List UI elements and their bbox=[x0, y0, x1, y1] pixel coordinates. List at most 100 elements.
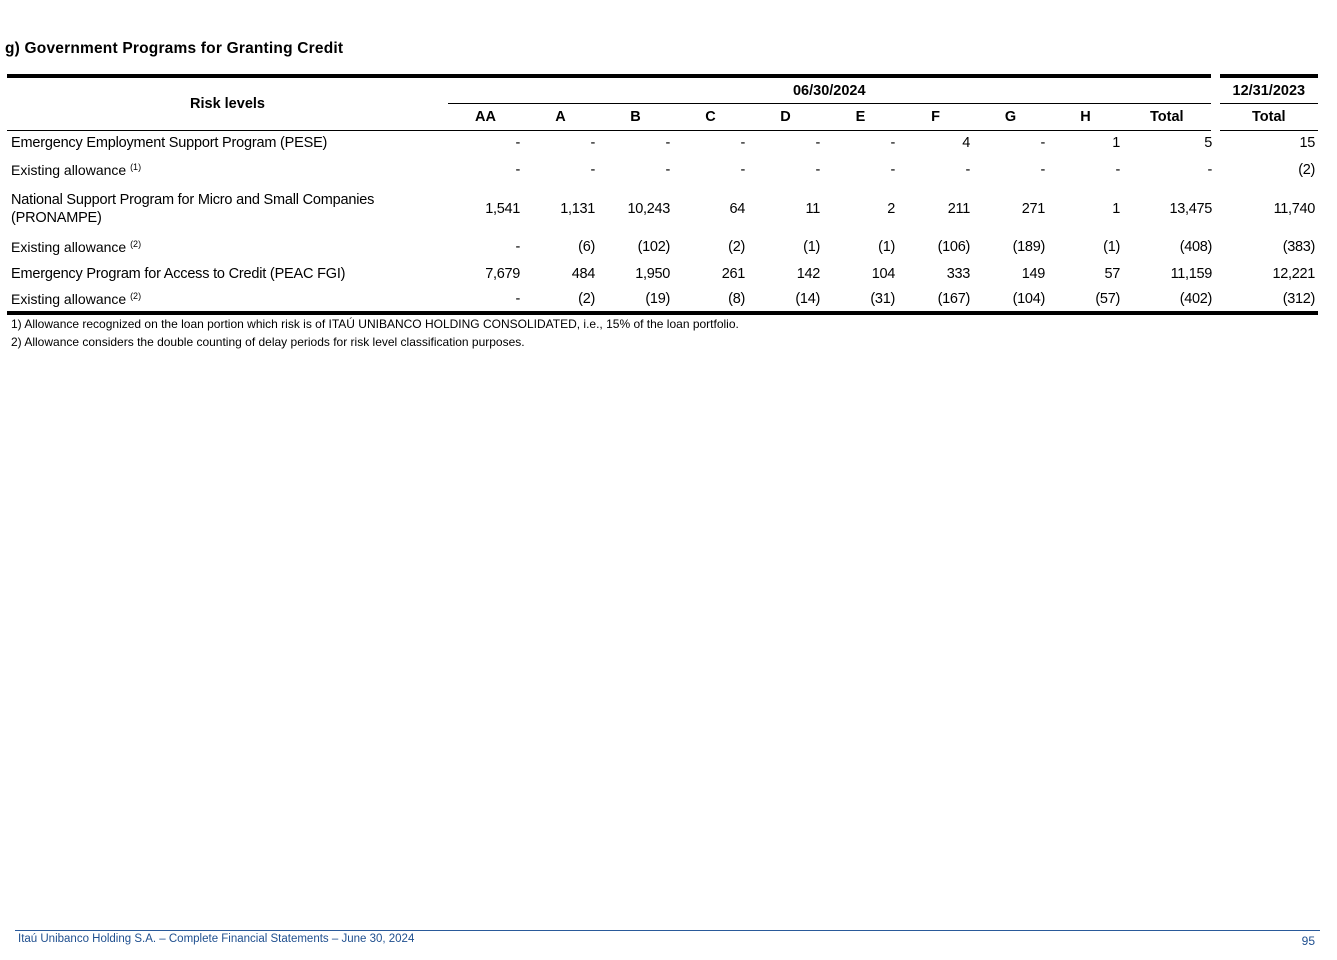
cell-value: - bbox=[890, 161, 895, 178]
cell-value: 11 bbox=[805, 200, 821, 217]
section-title: g) Government Programs for Granting Cred… bbox=[5, 40, 344, 57]
row-label: Existing allowance (1) bbox=[7, 156, 448, 184]
cell-value: 261 bbox=[721, 265, 746, 282]
row-label-text: Emergency Program for Access to Credit (… bbox=[11, 265, 346, 282]
cell-value: (57) bbox=[1095, 290, 1120, 307]
cell-value: - bbox=[740, 135, 745, 152]
column-header: F bbox=[898, 103, 973, 131]
cell-value: 64 bbox=[729, 200, 745, 217]
cell-value: (408) bbox=[1179, 239, 1213, 255]
cell-value: 4 bbox=[962, 135, 970, 152]
cell-value: 271 bbox=[1021, 200, 1046, 217]
cell-value: (1) bbox=[803, 239, 820, 255]
cell-value: - bbox=[965, 161, 970, 178]
cell-value: 149 bbox=[1021, 265, 1046, 282]
period-prior-header: 12/31/2023 bbox=[1210, 76, 1319, 104]
government-programs-table: Risk levels 06/30/2024 12/31/2023 AA A B C D… bbox=[7, 74, 1319, 315]
footer-divider bbox=[15, 930, 1320, 931]
table-row: Emergency Employment Support Program (PE… bbox=[7, 131, 1318, 156]
cell-value: - bbox=[815, 161, 820, 178]
row-label: Emergency Program for Access to Credit (… bbox=[7, 261, 448, 287]
cell-value: - bbox=[890, 135, 895, 152]
cell-value: - bbox=[590, 135, 595, 152]
row-label-text: Existing allowance bbox=[11, 161, 127, 178]
cell-value: (8) bbox=[728, 290, 745, 307]
cell-value: - bbox=[1207, 161, 1213, 178]
cell-value: 104 bbox=[871, 265, 896, 282]
cell-value: (402) bbox=[1179, 290, 1213, 307]
table-row: National Support Program for Micro and S… bbox=[7, 184, 1318, 234]
cell-value: 1 bbox=[1112, 135, 1120, 152]
cell-value: (189) bbox=[1012, 239, 1046, 255]
cell-value: 10,243 bbox=[627, 200, 670, 217]
cell-value: - bbox=[515, 161, 520, 178]
footnote-1: 1) Allowance recognized on the loan port… bbox=[11, 317, 739, 331]
cell-value: (31) bbox=[870, 290, 895, 307]
table-row: Emergency Program for Access to Credit (… bbox=[7, 261, 1318, 287]
period-current-header: 06/30/2024 bbox=[448, 76, 1216, 104]
row-label: Existing allowance (2) bbox=[7, 234, 448, 261]
row-label-text: Existing allowance bbox=[11, 290, 127, 307]
cell-value: 11,740 bbox=[1273, 200, 1316, 217]
cell-value: 211 bbox=[947, 200, 971, 217]
cell-value: (1) bbox=[878, 239, 895, 255]
cell-value: (14) bbox=[795, 290, 820, 307]
column-header: Total bbox=[1210, 103, 1319, 131]
cell-value: (6) bbox=[578, 239, 595, 255]
cell-value: 1 bbox=[1112, 200, 1120, 217]
cell-value: (312) bbox=[1282, 290, 1316, 307]
row-label-text: Existing allowance bbox=[11, 239, 127, 255]
cell-value: 57 bbox=[1104, 265, 1120, 282]
cell-value: 1,950 bbox=[635, 265, 670, 282]
cell-value: 15 bbox=[1299, 135, 1316, 152]
cell-value: 11,159 bbox=[1170, 265, 1213, 282]
cell-value: 12,221 bbox=[1272, 265, 1316, 282]
cell-value: - bbox=[1040, 135, 1045, 152]
cell-value: - bbox=[1115, 161, 1120, 178]
cell-value: - bbox=[515, 239, 520, 255]
cell-value: (383) bbox=[1282, 239, 1316, 255]
cell-value: - bbox=[665, 161, 670, 178]
cell-value: - bbox=[515, 290, 520, 307]
cell-value: - bbox=[740, 161, 745, 178]
column-header: D bbox=[748, 103, 823, 131]
row-label: National Support Program for Micro and S… bbox=[7, 184, 448, 234]
cell-value: (106) bbox=[937, 239, 971, 255]
column-header: AA bbox=[448, 103, 523, 131]
column-header: Total bbox=[1123, 103, 1216, 131]
cell-value: (167) bbox=[937, 290, 971, 307]
cell-value: 1,131 bbox=[560, 200, 595, 217]
cell-value: (104) bbox=[1012, 290, 1046, 307]
footnote-2: 2) Allowance considers the double counti… bbox=[11, 335, 525, 349]
row-label: Emergency Employment Support Program (PE… bbox=[7, 131, 448, 156]
cell-value: 333 bbox=[946, 265, 971, 282]
row-header: Risk levels bbox=[7, 76, 448, 131]
cell-value: (2) bbox=[1298, 161, 1316, 178]
cell-value: (19) bbox=[645, 290, 670, 307]
cell-value: (1) bbox=[1103, 239, 1120, 255]
cell-value: 13,475 bbox=[1169, 200, 1213, 217]
row-label-text: Emergency Employment Support Program (PE… bbox=[11, 135, 328, 152]
footnote-ref: (2) bbox=[130, 239, 142, 249]
page-number: 95 bbox=[1301, 934, 1315, 948]
column-header: H bbox=[1048, 103, 1123, 131]
cell-value: 7,679 bbox=[485, 265, 520, 282]
cell-value: 1,541 bbox=[485, 200, 520, 217]
footnote-ref: (2) bbox=[130, 290, 142, 301]
footnote-ref: (1) bbox=[130, 161, 142, 172]
row-label: Existing allowance (2) bbox=[7, 287, 448, 313]
cell-value: - bbox=[515, 135, 520, 152]
cell-value: 5 bbox=[1204, 135, 1213, 152]
column-header: A bbox=[523, 103, 598, 131]
row-label-text: National Support Program for Micro and S… bbox=[11, 191, 375, 226]
cell-value: (102) bbox=[637, 239, 671, 255]
column-header: B bbox=[598, 103, 673, 131]
column-header: E bbox=[823, 103, 898, 131]
cell-value: - bbox=[590, 161, 595, 178]
table-row: Existing allowance (2) - (6) (102) (2) (1) (1)… bbox=[7, 234, 1318, 261]
table-row: Existing allowance (1) - - - - - - - - - - (2) bbox=[7, 156, 1318, 184]
cell-value: 2 bbox=[887, 200, 895, 217]
cell-value: - bbox=[665, 135, 670, 152]
cell-value: (2) bbox=[578, 290, 595, 307]
footer-text: Itaú Unibanco Holding S.A. – Complete Fi… bbox=[18, 933, 415, 945]
